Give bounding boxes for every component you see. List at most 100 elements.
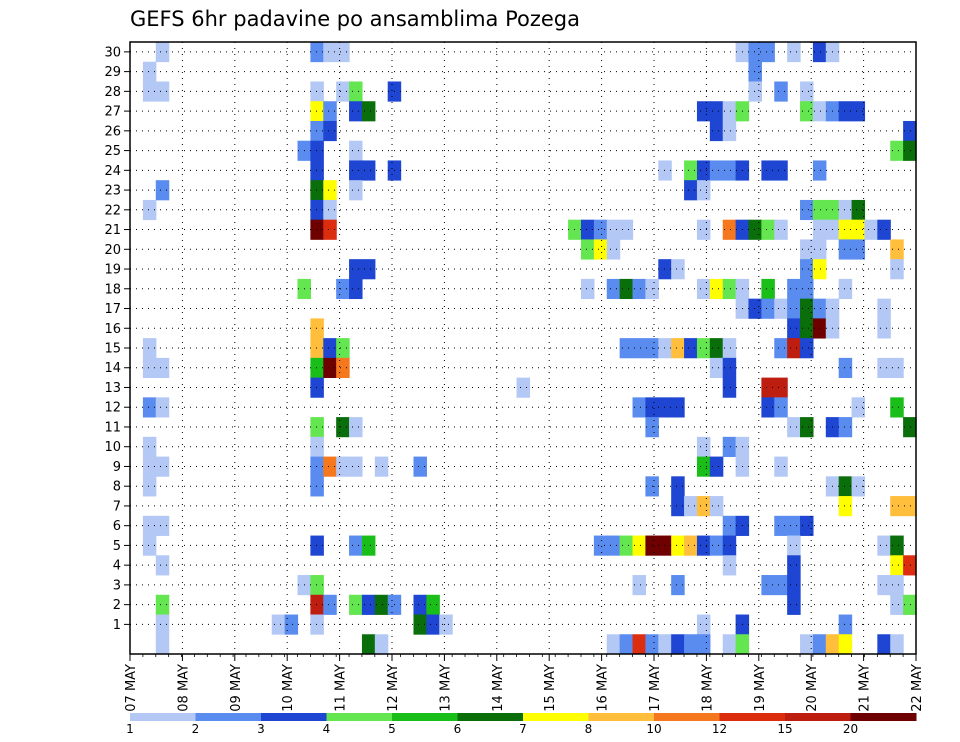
heatmap-cell bbox=[787, 42, 801, 63]
heatmap-cell bbox=[890, 239, 904, 260]
x-tick-label: 20 MAY bbox=[805, 664, 820, 712]
x-tick-label: 08 MAY bbox=[176, 664, 191, 712]
heatmap-cell bbox=[709, 101, 724, 122]
heatmap-cell bbox=[696, 278, 711, 300]
heatmap-cell bbox=[851, 239, 866, 260]
heatmap-cell bbox=[761, 298, 775, 319]
heatmap-cell bbox=[722, 219, 737, 240]
heatmap-cell bbox=[774, 338, 788, 359]
y-tick-label: 6 bbox=[113, 519, 121, 534]
heatmap-cell bbox=[349, 278, 363, 300]
y-tick-label: 22 bbox=[104, 203, 121, 218]
heatmap-cell bbox=[722, 377, 737, 398]
heatmap-cell bbox=[838, 357, 853, 379]
heatmap-cell bbox=[374, 456, 389, 477]
heatmap-cell bbox=[812, 318, 827, 339]
x-tick-label: 15 MAY bbox=[543, 664, 558, 712]
heatmap-cell bbox=[632, 575, 647, 596]
y-tick-label: 27 bbox=[104, 105, 121, 120]
heatmap-cell bbox=[349, 160, 363, 181]
colorbar-tick-label: 12 bbox=[712, 722, 727, 736]
heatmap-cell bbox=[838, 239, 853, 260]
heatmap-cell bbox=[349, 81, 363, 102]
heatmap-cell bbox=[709, 278, 724, 300]
heatmap-cell bbox=[684, 496, 698, 517]
heatmap-cell bbox=[658, 338, 672, 359]
heatmap-cell bbox=[310, 180, 324, 201]
heatmap-cell bbox=[142, 357, 157, 379]
heatmap-cell bbox=[787, 338, 801, 359]
heatmap-cell bbox=[684, 160, 698, 181]
x-tick-label: 17 MAY bbox=[648, 664, 663, 712]
heatmap-cell bbox=[310, 594, 324, 615]
heatmap-cell bbox=[838, 278, 853, 300]
x-tick-label: 11 MAY bbox=[334, 664, 349, 712]
x-tick-label: 09 MAY bbox=[229, 664, 244, 712]
heatmap-cell bbox=[851, 476, 866, 497]
heatmap-cell bbox=[890, 397, 904, 418]
heatmap-cell bbox=[838, 634, 853, 655]
heatmap-cell bbox=[696, 456, 711, 477]
heatmap-cell bbox=[812, 219, 827, 240]
heatmap-cell bbox=[903, 594, 917, 615]
heatmap-cell bbox=[606, 634, 621, 655]
heatmap-cell bbox=[903, 417, 917, 438]
heatmap-cell bbox=[619, 634, 634, 655]
colorbar-tick-label: 10 bbox=[646, 722, 661, 736]
heatmap-cell bbox=[903, 496, 917, 517]
x-tick-label: 12 MAY bbox=[386, 664, 401, 712]
heatmap-cell bbox=[812, 42, 827, 63]
colorbar: 1 2 3 4 5 6 7 8 10 12 15 20 bbox=[126, 713, 917, 736]
colorbar-tick-label: 6 bbox=[454, 722, 462, 736]
heatmap-cell bbox=[851, 199, 866, 221]
heatmap-cell bbox=[271, 614, 286, 635]
heatmap-cell bbox=[593, 219, 608, 240]
heatmap-cell bbox=[142, 436, 157, 457]
heatmap-cell bbox=[349, 259, 363, 280]
heatmap-cell bbox=[761, 575, 775, 596]
heatmap-cell bbox=[349, 101, 363, 122]
heatmap-cell bbox=[787, 575, 801, 596]
heatmap-cell bbox=[774, 377, 788, 398]
heatmap-cell bbox=[645, 634, 659, 655]
y-tick-label: 2 bbox=[113, 598, 121, 613]
colorbar-tick-label: 20 bbox=[843, 722, 858, 736]
heatmap-cell bbox=[774, 456, 788, 477]
heatmap-cell bbox=[684, 338, 698, 359]
y-tick-label: 13 bbox=[104, 381, 121, 396]
heatmap-cell bbox=[580, 219, 595, 240]
heatmap-cell bbox=[606, 535, 621, 556]
heatmap-cell bbox=[890, 140, 904, 161]
heatmap-cell bbox=[155, 42, 170, 63]
heatmap-cell bbox=[310, 219, 324, 240]
colorbar-segment bbox=[195, 713, 262, 721]
heatmap-cell bbox=[684, 535, 698, 556]
heatmap-cell bbox=[323, 219, 337, 240]
heatmap-cell bbox=[658, 160, 672, 181]
heatmap-cell bbox=[696, 634, 711, 655]
heatmap-cell bbox=[800, 634, 814, 655]
heatmap-cell bbox=[787, 555, 801, 576]
colorbar-segment bbox=[523, 713, 589, 721]
heatmap-cell bbox=[310, 476, 324, 497]
heatmap-cell bbox=[374, 594, 389, 615]
x-axis: 07 MAY 08 MAY 09 MAY 10 MAY 11 MAY 12 MAY 13 M… bbox=[124, 654, 925, 712]
x-tick-label: 16 MAY bbox=[596, 664, 611, 712]
heatmap-cell bbox=[580, 278, 595, 300]
colorbar-tick-label: 3 bbox=[257, 722, 265, 736]
x-tick-label: 21 MAY bbox=[858, 664, 873, 712]
heatmap-cell bbox=[606, 219, 621, 240]
heatmap-cell bbox=[593, 239, 608, 260]
heatmap-cell bbox=[800, 338, 814, 359]
colorbar-tick-label: 5 bbox=[388, 722, 396, 736]
heatmap-cell bbox=[684, 634, 698, 655]
heatmap-cell bbox=[851, 397, 866, 418]
heatmap-cell bbox=[323, 199, 337, 221]
heatmap-cell bbox=[800, 318, 814, 339]
heatmap-cell bbox=[696, 101, 711, 122]
heatmap-cell bbox=[877, 357, 891, 379]
heatmap-cell bbox=[619, 278, 634, 300]
heatmap-cell bbox=[812, 199, 827, 221]
heatmap-cell bbox=[774, 298, 788, 319]
heatmap-cell bbox=[890, 496, 904, 517]
